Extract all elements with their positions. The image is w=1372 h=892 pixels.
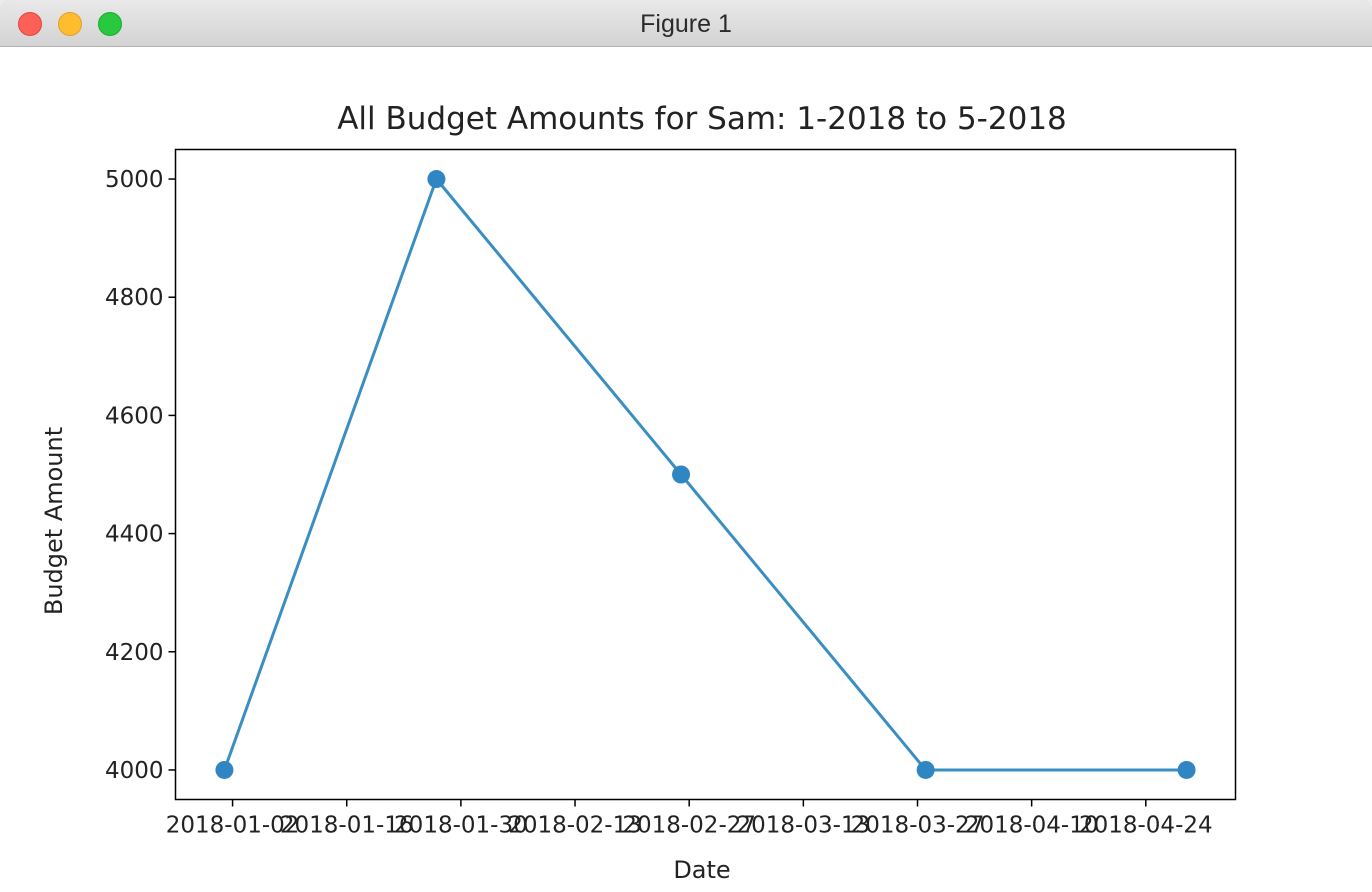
x-tick-label: 2018-02-27 bbox=[622, 813, 756, 839]
zoom-window-button[interactable] bbox=[98, 12, 122, 36]
y-axis-label: Budget Amount bbox=[40, 427, 68, 615]
title-bar: Figure 1 bbox=[0, 0, 1372, 47]
minimize-window-button[interactable] bbox=[58, 12, 82, 36]
line-chart: All Budget Amounts for Sam: 1-2018 to 5-… bbox=[40, 101, 1237, 884]
plot-frame bbox=[174, 148, 1237, 801]
data-point bbox=[427, 170, 446, 189]
data-point bbox=[916, 760, 935, 779]
data-point bbox=[215, 760, 234, 779]
y-tick-label: 4800 bbox=[105, 285, 164, 311]
x-tick-label: 2018-04-24 bbox=[1079, 813, 1213, 839]
x-tick-label: 2018-03-13 bbox=[737, 813, 871, 839]
series-line bbox=[222, 177, 1187, 772]
chart-title: All Budget Amounts for Sam: 1-2018 to 5-… bbox=[337, 101, 1067, 137]
data-point bbox=[672, 465, 691, 484]
x-tick-label: 2018-01-30 bbox=[394, 813, 528, 839]
x-tick-label: 2018-01-02 bbox=[166, 813, 300, 839]
y-tick-label: 4600 bbox=[105, 403, 164, 429]
y-tick-label: 4200 bbox=[105, 640, 164, 666]
y-tick-label: 4400 bbox=[105, 522, 164, 548]
x-tick-label: 2018-01-16 bbox=[280, 813, 414, 839]
x-tick-label: 2018-02-13 bbox=[508, 813, 642, 839]
window-title: Figure 1 bbox=[640, 10, 732, 38]
figure-canvas: All Budget Amounts for Sam: 1-2018 to 5-… bbox=[0, 47, 1372, 892]
x-tick-label: 2018-04-10 bbox=[965, 813, 1099, 839]
y-tick-label: 5000 bbox=[105, 167, 164, 193]
y-tick-label: 4000 bbox=[105, 758, 164, 784]
data-point bbox=[1177, 760, 1196, 779]
y-axis: 4000 4200 4400 4600 4800 5000 bbox=[105, 167, 176, 784]
series-layer bbox=[215, 170, 1196, 779]
x-tick-label: 2018-03-27 bbox=[851, 813, 985, 839]
x-axis-label: Date bbox=[673, 856, 730, 884]
close-window-button[interactable] bbox=[18, 12, 42, 36]
x-axis: 2018-01-022018-01-162018-01-302018-02-13… bbox=[166, 799, 1213, 839]
